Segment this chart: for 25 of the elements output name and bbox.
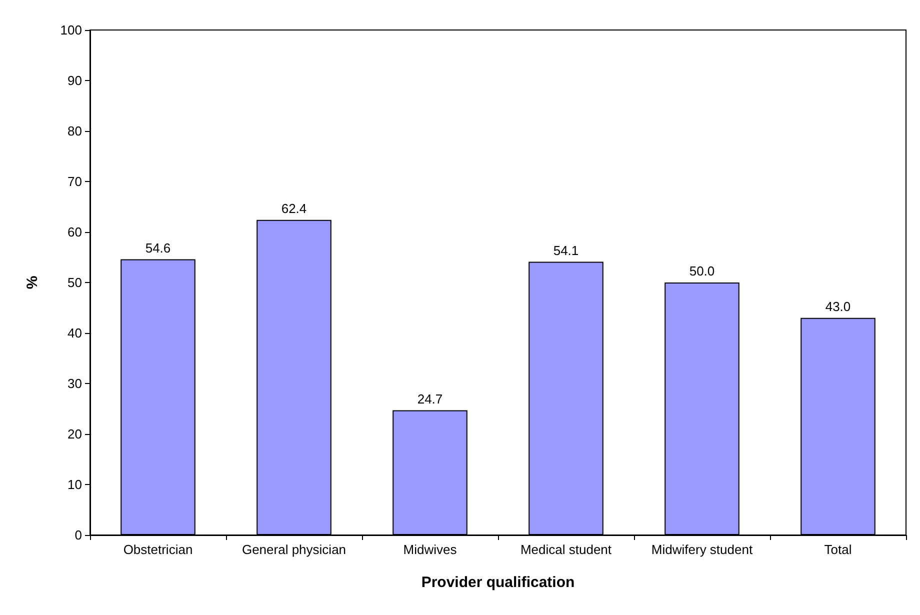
y-tick-label: 80 bbox=[68, 124, 82, 138]
x-tick-label: General physician bbox=[242, 542, 346, 557]
y-tick-label: 60 bbox=[68, 224, 82, 240]
x-tick-label: Obstetrician bbox=[123, 542, 193, 557]
y-axis-title: % bbox=[24, 276, 41, 290]
data-label: 50.0 bbox=[689, 264, 715, 278]
y-tick-label: 90 bbox=[68, 73, 82, 88]
data-label: 43.0 bbox=[825, 298, 851, 314]
y-tick-label: 40 bbox=[68, 326, 82, 340]
data-label: 54.1 bbox=[553, 242, 579, 258]
y-tick-label: 70 bbox=[68, 174, 82, 189]
y-tick-label: 20 bbox=[68, 426, 82, 442]
x-axis-title: Provider qualification bbox=[421, 574, 575, 591]
y-tick-label: 50 bbox=[68, 275, 82, 290]
data-label: 24.7 bbox=[417, 391, 443, 406]
x-tick-label: Total bbox=[824, 542, 852, 557]
x-tick-label: Medical student bbox=[520, 542, 612, 557]
data-label: 54.6 bbox=[145, 240, 171, 256]
data-label: 62.4 bbox=[281, 200, 307, 216]
y-tick-label: 100 bbox=[60, 22, 82, 38]
x-tick-label: Midwifery student bbox=[651, 542, 753, 557]
y-tick-label: 10 bbox=[68, 477, 82, 492]
y-tick-label: 30 bbox=[68, 376, 82, 391]
y-tick-label: 0 bbox=[74, 528, 82, 542]
x-tick-label: Midwives bbox=[403, 542, 458, 557]
